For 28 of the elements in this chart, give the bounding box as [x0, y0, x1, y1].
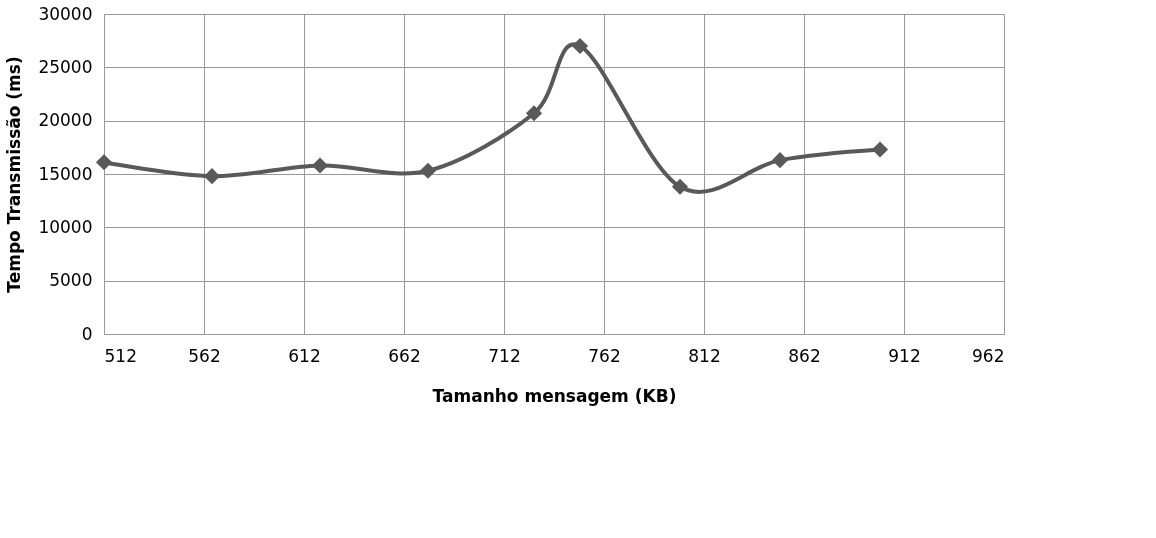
point [871, 141, 889, 158]
x-tick-label: 562 [188, 345, 221, 366]
x-tick-label: 612 [288, 345, 321, 366]
x-tick-label: 512 [104, 345, 137, 366]
point [671, 178, 689, 195]
point [571, 37, 589, 55]
x-axis-title: Tamanho mensagem (KB) [432, 385, 677, 406]
y-axis-title: Tempo Transmissão (ms) [4, 56, 25, 293]
x-tick-label: 862 [788, 345, 821, 366]
x-tick-label: 912 [888, 345, 921, 366]
point [311, 157, 329, 174]
y-tick-label: 5000 [49, 270, 93, 291]
point [525, 105, 543, 122]
y-tick-label: 15000 [38, 163, 93, 184]
y-tick-label: 20000 [38, 110, 93, 131]
x-tick-label: 762 [588, 345, 621, 366]
y-tick-label: 25000 [38, 56, 93, 77]
point [771, 152, 789, 169]
x-tick-label: 962 [972, 345, 1005, 366]
x-tick-label: 662 [388, 345, 421, 366]
y-tick-label: 30000 [38, 3, 93, 24]
point [203, 168, 221, 185]
y-tick-label: 0 [81, 323, 93, 344]
y-tick-label: 10000 [38, 216, 93, 237]
x-tick-label: 712 [488, 345, 521, 366]
point [419, 162, 437, 179]
point [95, 154, 113, 171]
x-tick-label: 812 [688, 345, 721, 366]
